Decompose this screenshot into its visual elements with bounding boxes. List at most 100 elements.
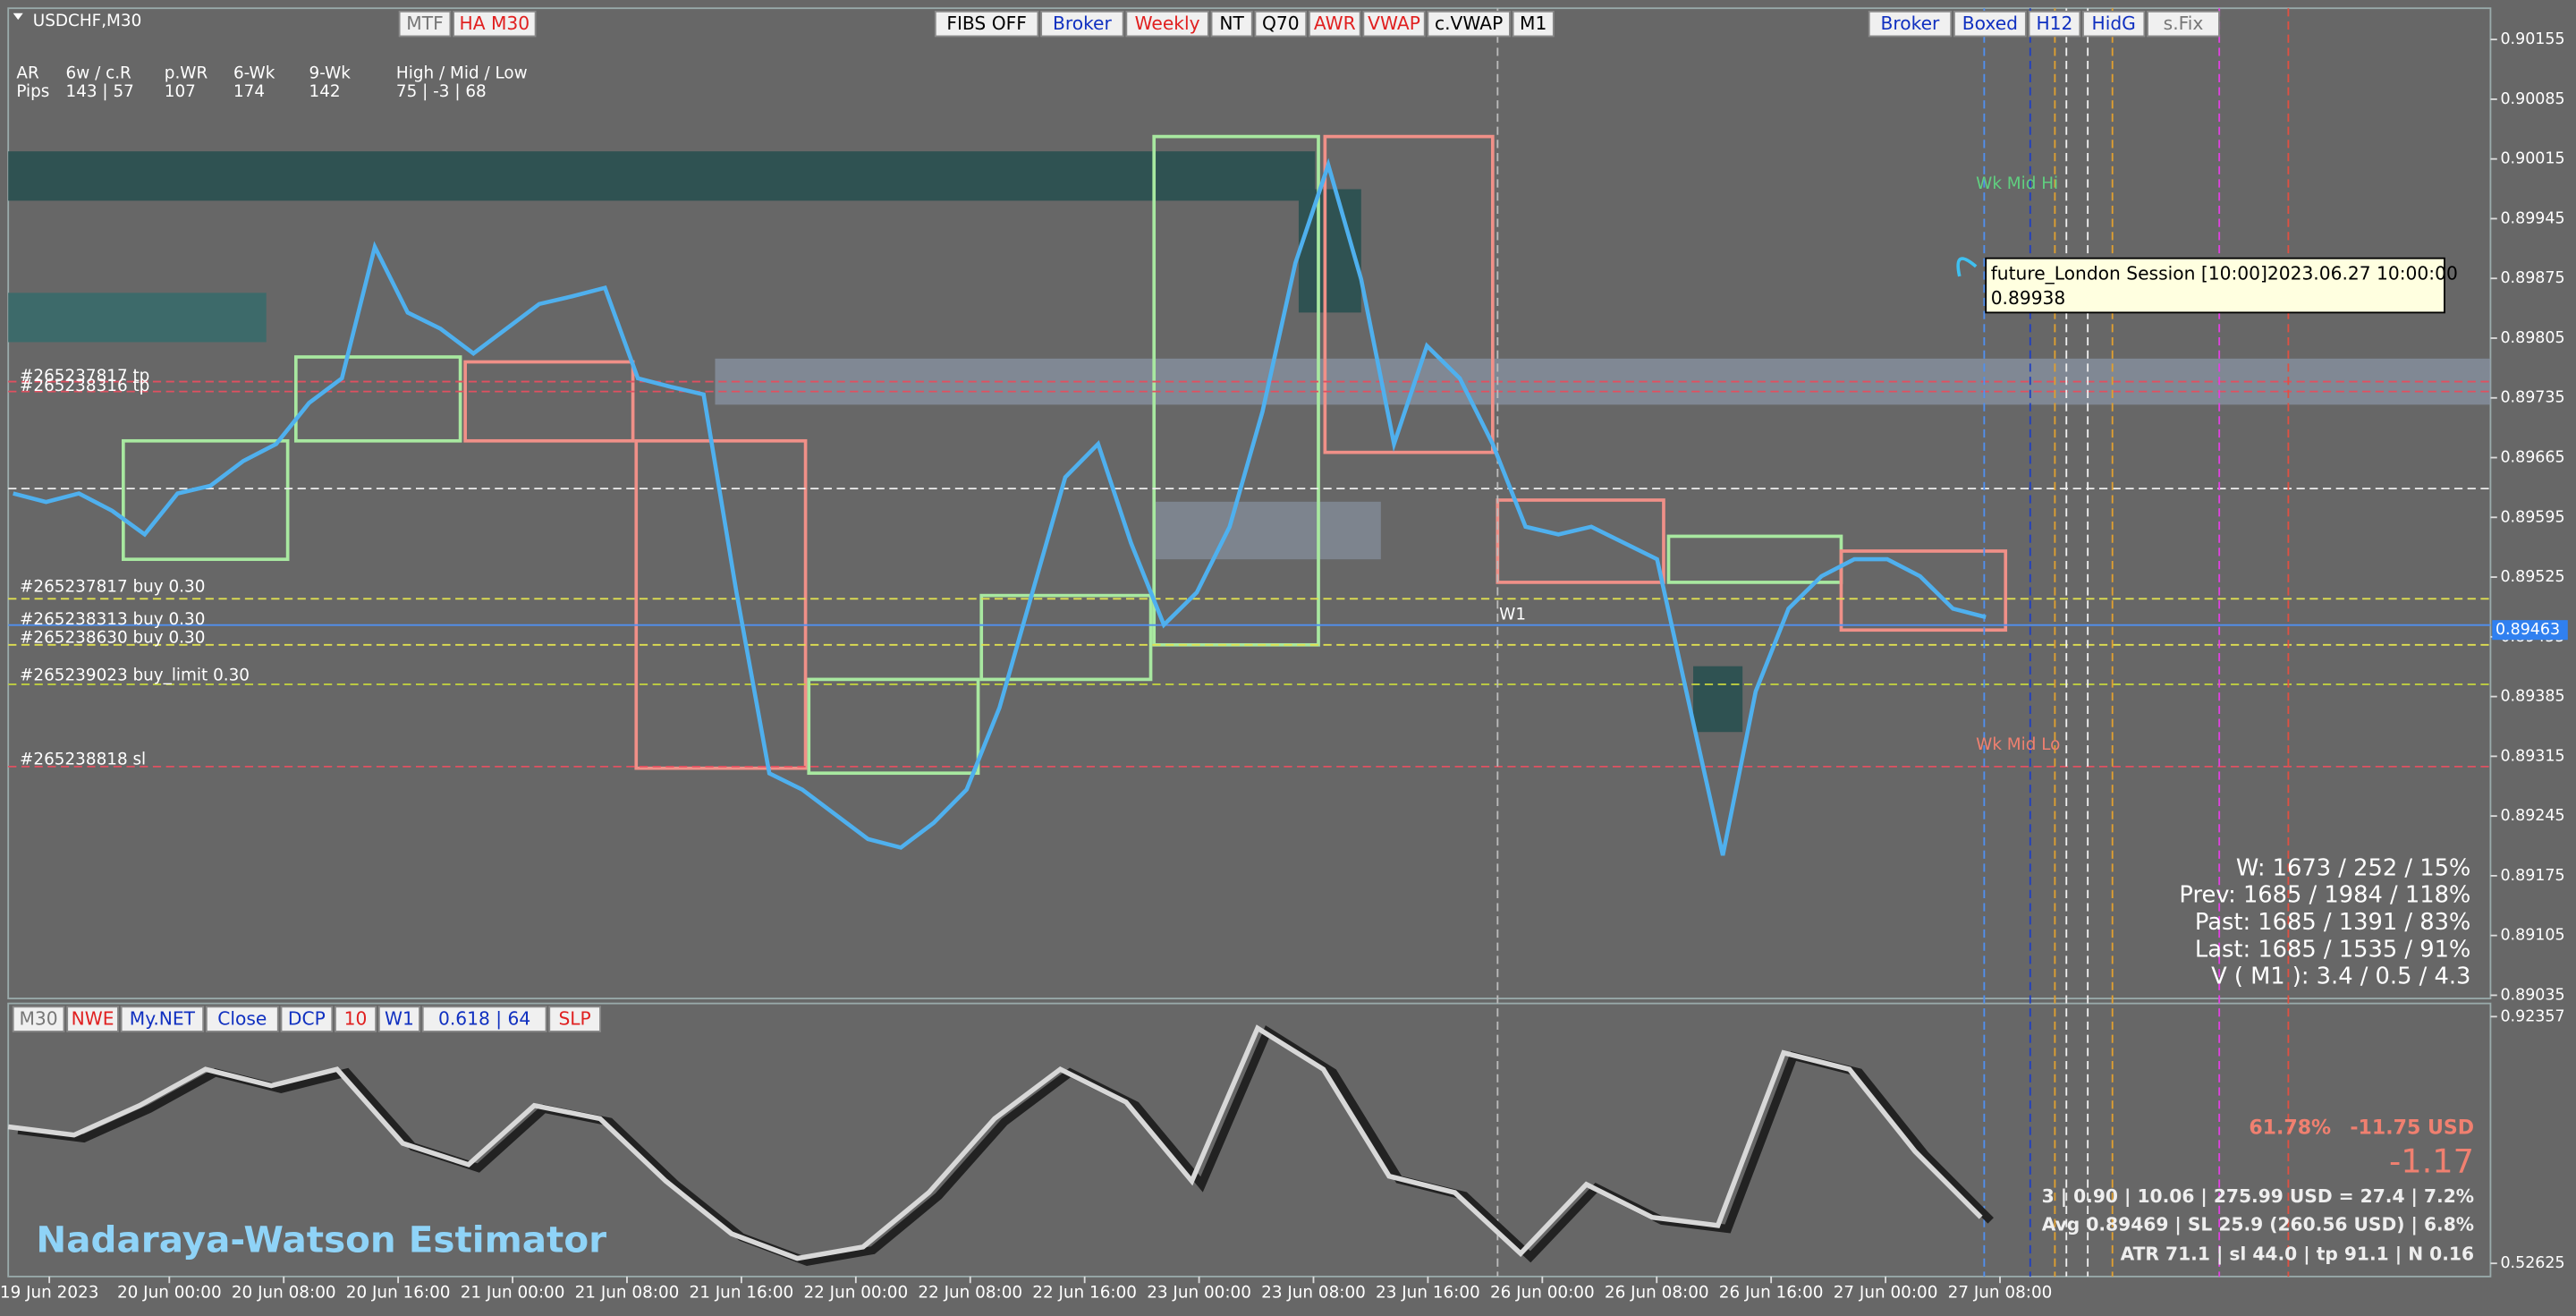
toolbar-button[interactable]: W1 <box>377 1006 420 1032</box>
button-label[interactable]: Broker <box>1881 13 1941 34</box>
summary-line: W: 1673 / 252 / 15% <box>2236 854 2470 881</box>
toolbar-button[interactable]: VWAP <box>1362 10 1426 38</box>
price-tick-label: 0.89245 <box>2500 807 2564 825</box>
button-label[interactable]: NT <box>1219 13 1244 34</box>
time-label: 21 Jun 16:00 <box>690 1283 794 1302</box>
button-face[interactable] <box>205 1006 279 1032</box>
toolbar-button[interactable]: Q70 <box>1254 10 1308 38</box>
button-label[interactable]: Q70 <box>1262 13 1300 34</box>
stats-value: Pips <box>16 82 49 101</box>
button-label[interactable]: AWR <box>1314 13 1356 34</box>
toolbar-button[interactable]: Broker <box>1868 10 1953 38</box>
button-label[interactable]: FIBS OFF <box>946 13 1027 34</box>
toolbar-button[interactable]: MTF <box>398 10 452 38</box>
button-face[interactable] <box>120 1006 205 1032</box>
trade-line: 3 | 0.90 | 10.06 | 275.99 USD = 27.4 | 7… <box>2042 1185 2474 1207</box>
toolbar-button[interactable]: HidG <box>2082 10 2146 38</box>
button-label[interactable]: VWAP <box>1368 13 1420 34</box>
button-label[interactable]: M1 <box>1520 13 1546 34</box>
button-face[interactable] <box>1868 10 1953 38</box>
button-label[interactable]: Close <box>217 1008 267 1030</box>
button-label[interactable]: Weekly <box>1135 13 1200 34</box>
button-label[interactable]: Broker <box>1053 13 1113 34</box>
toolbar-button[interactable]: 10 <box>335 1006 377 1032</box>
win-rate: 61.78% <box>2249 1116 2331 1139</box>
toolbar-button[interactable]: 0.618 | 64 <box>421 1006 547 1032</box>
price-tick-label: 0.89875 <box>2500 269 2564 287</box>
button-face[interactable] <box>66 1006 119 1032</box>
symbol-label: USDCHF,M30 <box>33 12 142 30</box>
toolbar-button[interactable]: Weekly <box>1125 10 1209 38</box>
button-face[interactable] <box>335 1006 377 1032</box>
button-face[interactable] <box>934 10 1039 38</box>
zone <box>8 293 267 343</box>
toolbar-button[interactable]: c.VWAP <box>1427 10 1511 38</box>
button-label[interactable]: My.NET <box>130 1008 196 1030</box>
toolbar-button[interactable]: Boxed <box>1953 10 2027 38</box>
button-label[interactable]: HA M30 <box>460 13 530 34</box>
button-face[interactable] <box>280 1006 334 1032</box>
toolbar-button[interactable]: SLP <box>548 1006 601 1032</box>
time-label: 23 Jun 08:00 <box>1261 1283 1366 1302</box>
button-label[interactable]: Boxed <box>1962 13 2018 34</box>
button-label[interactable]: NWE <box>72 1008 114 1030</box>
stats-value: 143 | 57 <box>66 82 134 101</box>
button-face[interactable] <box>1125 10 1209 38</box>
button-face[interactable] <box>1308 10 1361 38</box>
order-label: #265238818 sl <box>20 750 146 768</box>
button-face[interactable] <box>2028 10 2081 38</box>
button-label[interactable]: HidG <box>2092 13 2136 34</box>
wk-mid-lo-label: Wk Mid Lo <box>1976 735 2060 754</box>
toolbar-button[interactable]: Close <box>205 1006 279 1032</box>
button-face[interactable] <box>1953 10 2027 38</box>
button-label[interactable]: H12 <box>2036 13 2072 34</box>
toolbar-button[interactable]: s.Fix <box>2147 10 2220 38</box>
button-face[interactable] <box>398 10 452 38</box>
toolbar-button[interactable]: HA M30 <box>453 10 537 38</box>
order-label: #265237817 tp <box>20 367 149 386</box>
button-face[interactable] <box>1427 10 1511 38</box>
toolbar-button[interactable]: M30 <box>12 1006 65 1032</box>
button-face[interactable] <box>421 1006 547 1032</box>
button-label[interactable]: MTF <box>406 13 443 34</box>
toolbar-button[interactable]: H12 <box>2028 10 2081 38</box>
toolbar-button[interactable]: AWR <box>1308 10 1361 38</box>
toolbar-button[interactable]: My.NET <box>120 1006 205 1032</box>
button-face[interactable] <box>2147 10 2220 38</box>
w1-label: W1 <box>1499 606 1526 624</box>
button-face[interactable] <box>2082 10 2146 38</box>
price-tick-label: 0.89175 <box>2500 867 2564 885</box>
button-label[interactable]: 10 <box>344 1008 368 1030</box>
box <box>1839 549 2008 633</box>
button-label[interactable]: c.VWAP <box>1435 13 1503 34</box>
button-label[interactable]: M30 <box>20 1008 58 1030</box>
button-face[interactable] <box>1512 10 1555 38</box>
indicator-name: Nadaraya-Watson Estimator <box>36 1218 606 1261</box>
button-face[interactable] <box>548 1006 601 1032</box>
button-face[interactable] <box>1254 10 1308 38</box>
button-face[interactable] <box>453 10 537 38</box>
button-label[interactable]: s.Fix <box>2164 13 2204 34</box>
toolbar-button[interactable]: NWE <box>66 1006 119 1032</box>
toolbar-button[interactable]: M1 <box>1512 10 1555 38</box>
button-face[interactable] <box>377 1006 420 1032</box>
menu-arrow[interactable] <box>13 13 23 21</box>
button-label[interactable]: DCP <box>288 1008 326 1030</box>
price-tick-label: 0.89035 <box>2500 986 2564 1004</box>
toolbar-button[interactable]: DCP <box>280 1006 334 1032</box>
box <box>293 355 462 443</box>
button-face[interactable] <box>1040 10 1124 38</box>
price-line <box>13 157 1987 856</box>
summary-line: Prev: 1685 / 1984 / 118% <box>2179 882 2470 909</box>
button-label[interactable]: 0.618 | 64 <box>438 1008 530 1030</box>
button-face[interactable] <box>1362 10 1426 38</box>
toolbar-button[interactable]: NT <box>1210 10 1253 38</box>
pnl-pips: -1.17 <box>2389 1142 2474 1180</box>
toolbar-button[interactable]: Broker <box>1040 10 1124 38</box>
toolbar-button[interactable]: FIBS OFF <box>934 10 1039 38</box>
button-face[interactable] <box>12 1006 65 1032</box>
button-label[interactable]: W1 <box>385 1008 414 1030</box>
button-label[interactable]: SLP <box>558 1008 590 1030</box>
button-face[interactable] <box>1210 10 1253 38</box>
time-label: 26 Jun 00:00 <box>1490 1283 1595 1302</box>
